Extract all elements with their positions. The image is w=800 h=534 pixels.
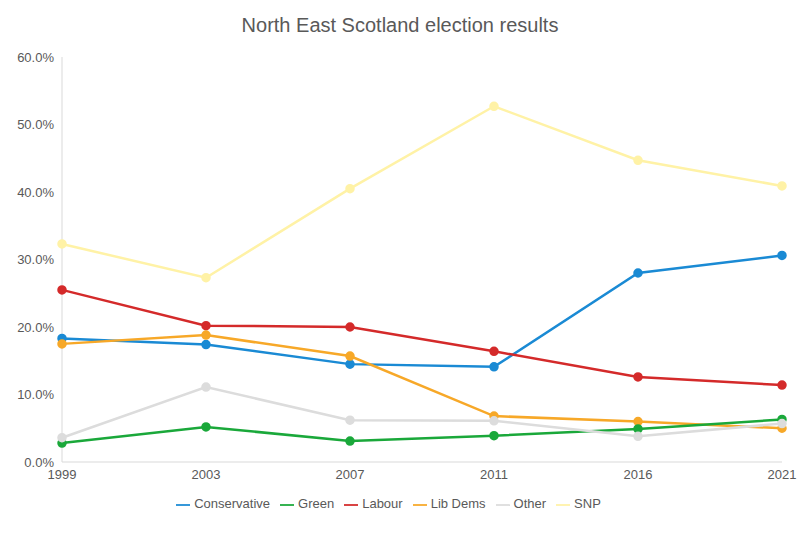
svg-text:2021: 2021 [768, 467, 792, 482]
svg-text:20.0%: 20.0% [17, 320, 54, 335]
html-text:Labour: Labour [362, 496, 403, 511]
html-text:Other: Other [513, 496, 547, 511]
html-text:Lib Dems: Lib Dems [430, 496, 486, 511]
svg-text:30.0%: 30.0% [17, 252, 54, 267]
svg-text:2011: 2011 [480, 467, 508, 482]
svg-text:60.0%: 60.0% [17, 50, 54, 65]
svg-text:2007: 2007 [336, 467, 365, 482]
svg-text:50.0%: 50.0% [17, 117, 54, 132]
svg-text:40.0%: 40.0% [17, 185, 54, 200]
svg-text:2016: 2016 [624, 467, 653, 482]
html-text:Green: Green [298, 496, 335, 511]
html-text:SNP: SNP [574, 496, 601, 511]
html-text:North East Scotland election r: North East Scotland election results [241, 14, 559, 36]
svg-text:1999: 1999 [47, 467, 77, 483]
html-text:Conservative: Conservative [194, 496, 270, 511]
svg-text:0.0%: 0.0% [24, 455, 54, 470]
svg-text:2003: 2003 [192, 467, 221, 482]
svg-text:10.0%: 10.0% [17, 387, 54, 402]
